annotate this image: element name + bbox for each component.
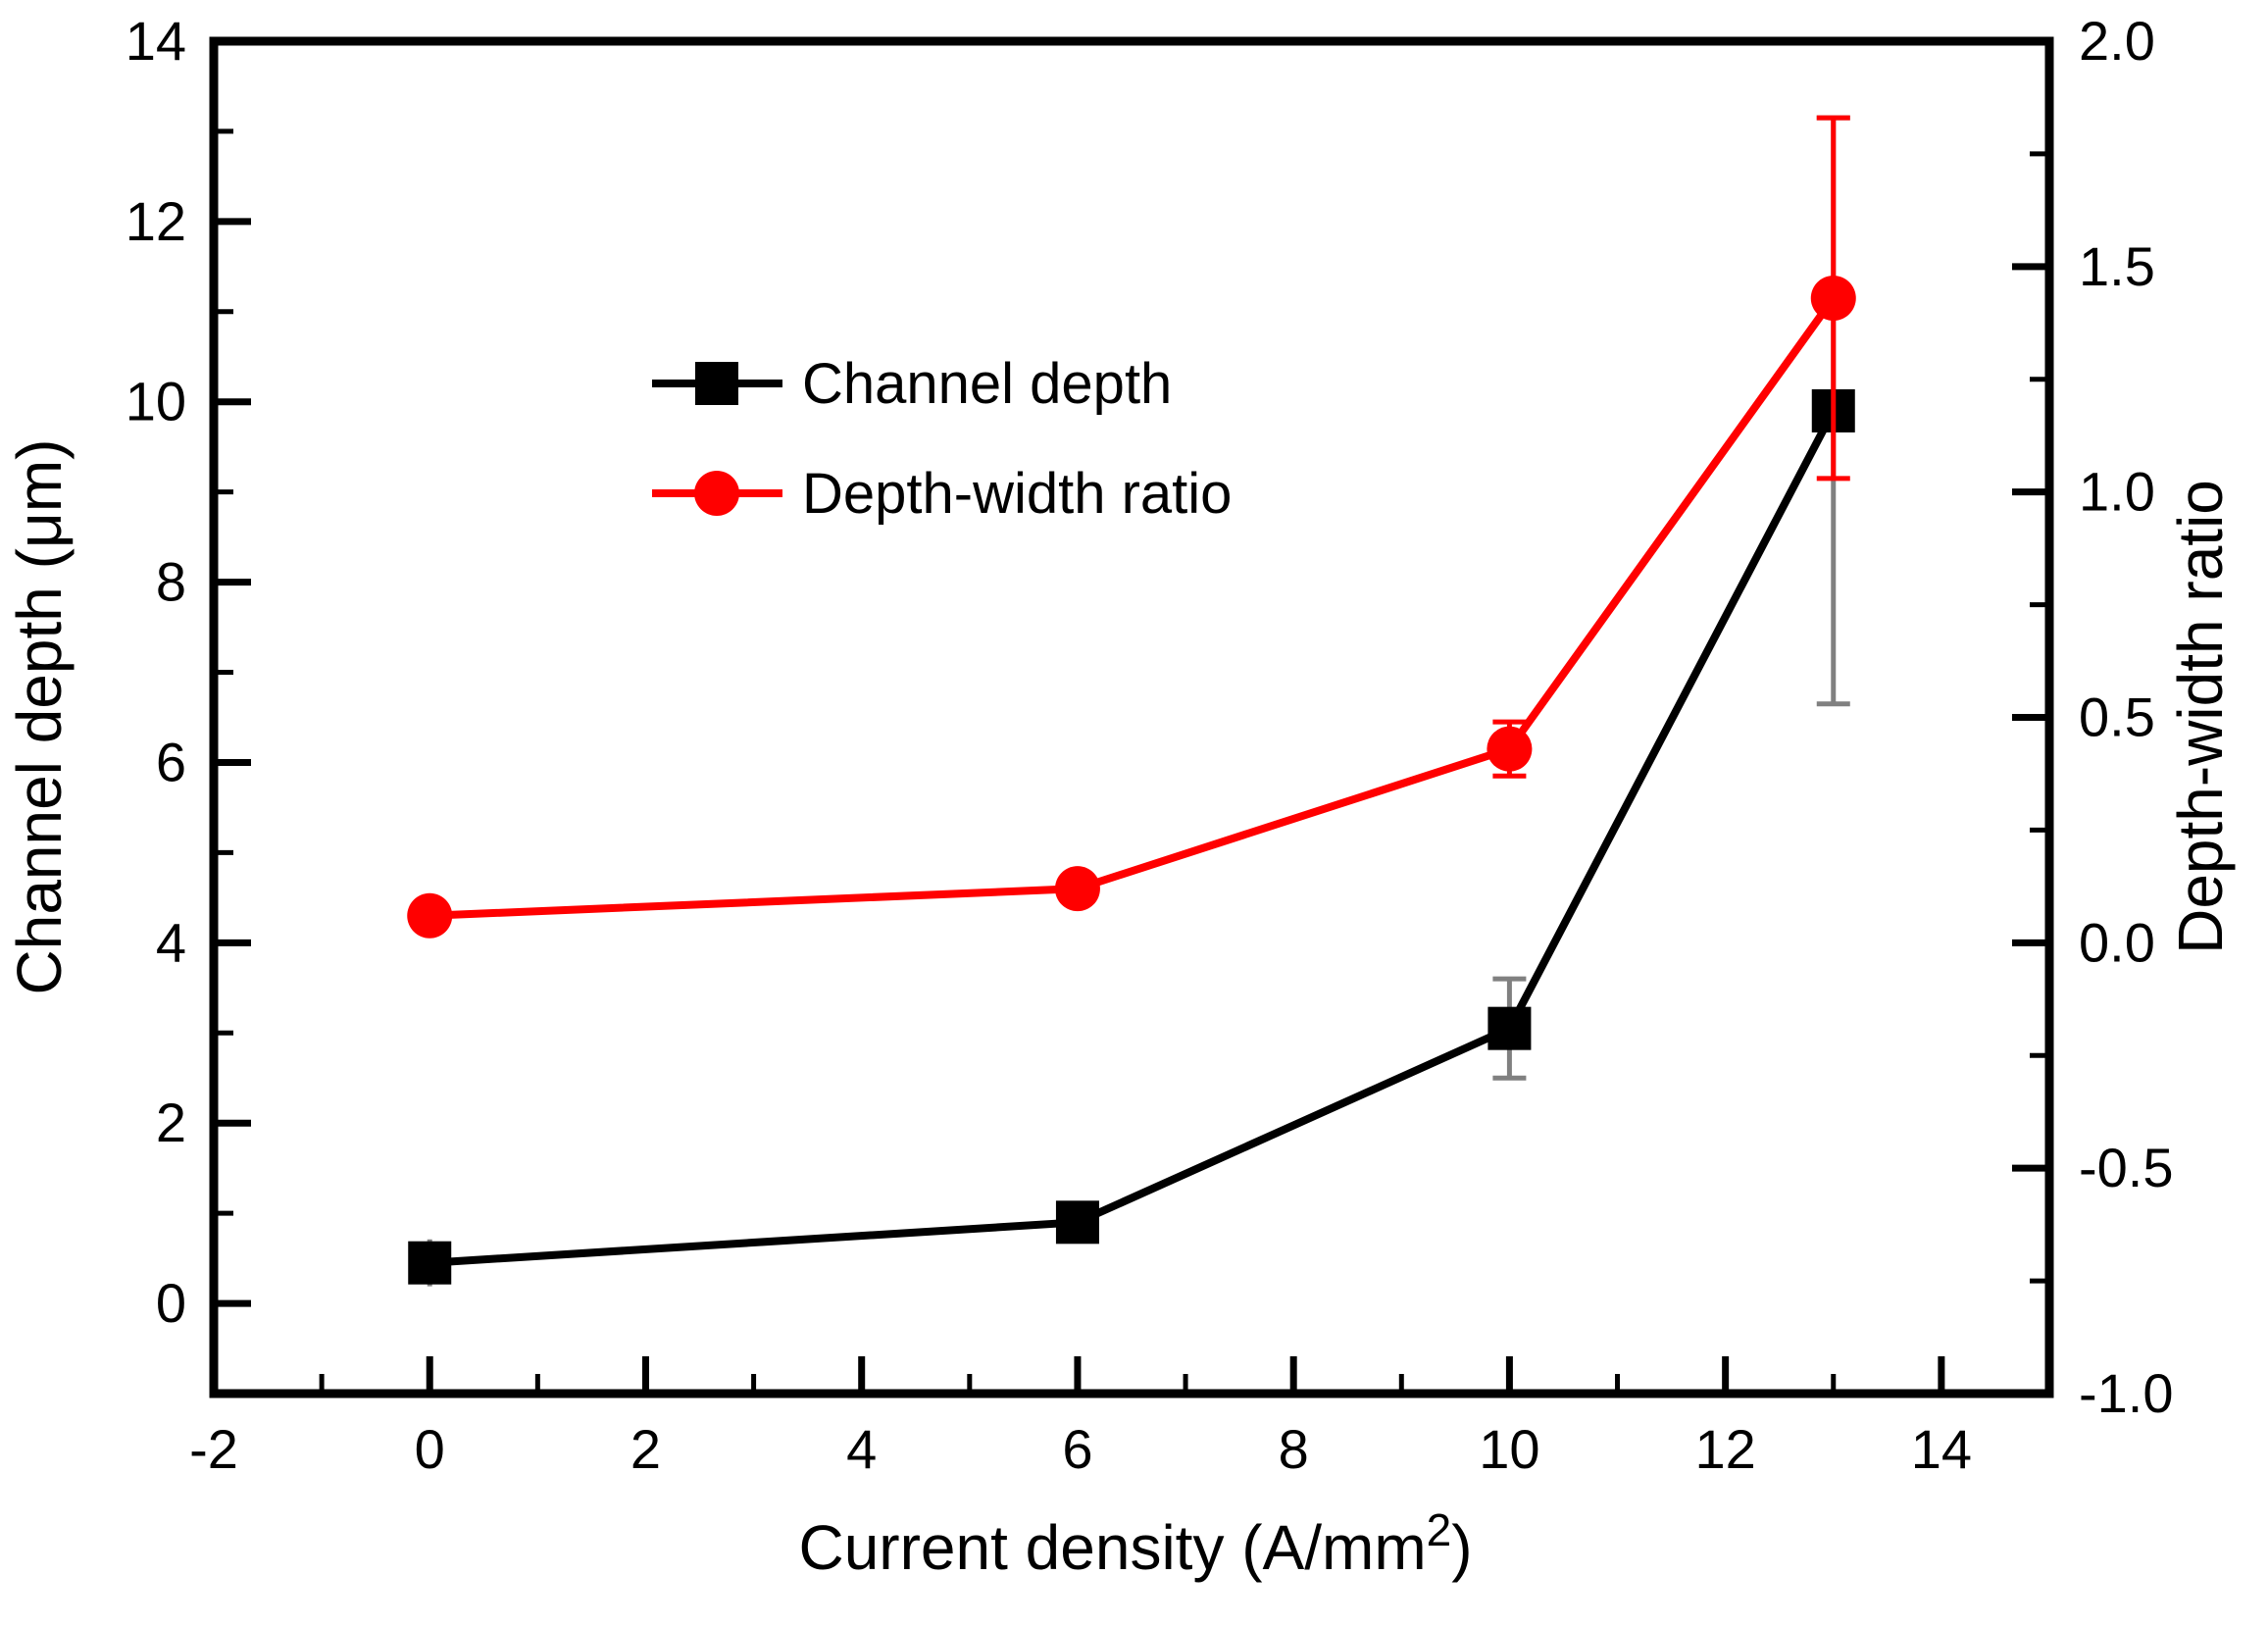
right-axis-tick-label: 1.0 (2079, 461, 2155, 523)
x-axis-tick-label: 10 (1479, 1418, 1539, 1480)
data-point-marker-square (1055, 1200, 1099, 1245)
left-axis-tick-label: 12 (126, 190, 186, 252)
legend: Channel depth Depth-width ratio (652, 352, 1232, 526)
x-axis-tick-label: 0 (415, 1418, 445, 1480)
right-axis-tick-label: 2.0 (2079, 10, 2155, 72)
x-axis-tick-label: -2 (189, 1418, 238, 1480)
left-axis-tick-label: 2 (156, 1092, 186, 1153)
x-axis-tick-label: 4 (846, 1418, 877, 1480)
series-line (428, 409, 1838, 1267)
x-axis-title-main: Current density (A/mm (798, 1512, 1426, 1583)
x-axis-title: Current density (A/mm2) (798, 1504, 1472, 1583)
right-axis-tick-label: 0.0 (2079, 911, 2155, 973)
right-axis-tick-label: 0.5 (2079, 686, 2155, 748)
left-axis-title: Channel depth (μm) (4, 439, 75, 995)
legend-marker-square (695, 362, 738, 405)
right-axis-title: Depth-width ratio (2165, 480, 2236, 954)
legend-label: Depth-width ratio (802, 462, 1232, 526)
x-axis-title-close: ) (1451, 1512, 1472, 1583)
data-point-marker-circle (1810, 276, 1856, 322)
data-point-marker-circle (1487, 726, 1533, 772)
right-axis-tick-label: -0.5 (2079, 1137, 2174, 1198)
legend-marker-circle (694, 471, 739, 516)
left-axis: 0 2 4 6 8 10 12 14 (126, 10, 251, 1334)
right-axis: -1.0 -0.5 0.0 0.5 1.0 1.5 2.0 (2012, 10, 2174, 1424)
x-axis-tick-label: 12 (1694, 1418, 1755, 1480)
plot-frame (209, 36, 2054, 1398)
right-axis-tick-label: 1.5 (2079, 235, 2155, 297)
legend-item: Channel depth (652, 352, 1172, 416)
legend-item: Depth-width ratio (652, 462, 1232, 526)
left-axis-tick-label: 14 (126, 10, 186, 72)
right-axis-tick-label: -1.0 (2079, 1362, 2174, 1424)
left-axis-tick-label: 8 (156, 551, 186, 613)
series-channel-depth (408, 115, 1855, 1287)
left-axis-tick-label: 0 (156, 1272, 186, 1334)
left-axis-tick-label: 4 (156, 911, 186, 973)
data-point-marker-circle (1054, 866, 1100, 912)
x-axis-tick-label: 14 (1911, 1418, 1972, 1480)
left-axis-tick-label: 6 (156, 731, 186, 792)
data-point-marker-square (408, 1241, 452, 1285)
data-point-marker-circle (407, 892, 453, 939)
x-axis-title-superscript: 2 (1427, 1504, 1452, 1555)
series-depth-width-ratio (407, 115, 1856, 939)
series-line (429, 295, 1838, 920)
left-axis-tick-label: 10 (126, 371, 186, 432)
data-point-marker-square (1487, 1006, 1532, 1050)
legend-label: Channel depth (802, 352, 1172, 416)
x-axis: -2 0 2 4 6 8 10 12 14 (189, 1356, 1972, 1480)
x-axis-tick-label: 8 (1279, 1418, 1309, 1480)
x-axis-tick-label: 2 (630, 1418, 661, 1480)
x-axis-tick-label: 6 (1062, 1418, 1092, 1480)
